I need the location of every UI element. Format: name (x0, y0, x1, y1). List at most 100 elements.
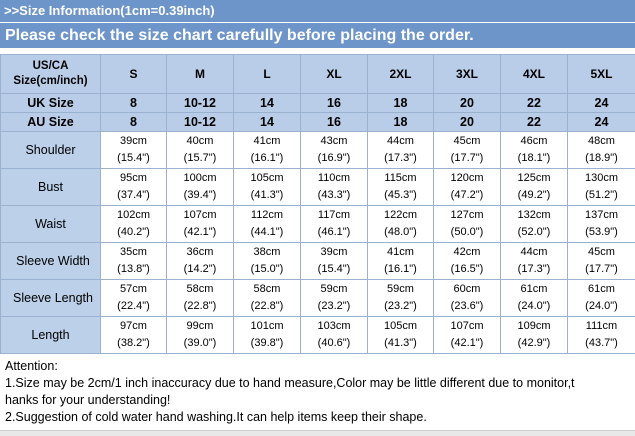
sleeve-width-measurement-cell: 38cm(15.0") (234, 243, 301, 280)
note-line-1: 1.Size may be 2cm/1 inch inaccuracy due … (5, 375, 633, 392)
au-size-value: 22 (501, 113, 568, 132)
sleeve-length-measurement-cell: 61cm(24.0") (568, 280, 635, 317)
size-header-5xl: 5XL (568, 55, 635, 94)
cm-value: 125cm (501, 170, 567, 187)
inch-value: (37.4") (101, 187, 166, 204)
waist-label: Waist (1, 206, 101, 243)
waist-measurement-cell: 107cm(42.1") (167, 206, 234, 243)
sleeve-length-measurement-cell: 58cm(22.8") (234, 280, 301, 317)
inch-value: (50.0") (434, 224, 500, 241)
cm-value: 44cm (368, 133, 433, 150)
uk-size-value: 10-12 (167, 94, 234, 113)
size-information-header: >>Size Information(1cm=0.39inch) (0, 0, 635, 22)
size-header-l: L (234, 55, 301, 94)
au-size-value: 14 (234, 113, 301, 132)
inch-value: (18.1") (501, 150, 567, 167)
cm-value: 132cm (501, 207, 567, 224)
inch-value: (14.2") (167, 261, 233, 278)
length-measurement-cell: 109cm(42.9") (501, 317, 568, 354)
au-size-value: 10-12 (167, 113, 234, 132)
au-size-value: 24 (568, 113, 635, 132)
waist-measurement-cell: 112cm(44.1") (234, 206, 301, 243)
cm-value: 105cm (368, 318, 433, 335)
cm-value: 103cm (301, 318, 367, 335)
cm-value: 39cm (301, 244, 367, 261)
shoulder-measurement-cell: 40cm(15.7") (167, 132, 234, 169)
cm-value: 117cm (301, 207, 367, 224)
inch-value: (16.1") (234, 150, 300, 167)
bust-measurement-cell: 115cm(45.3") (368, 169, 434, 206)
au-size-value: 20 (434, 113, 501, 132)
cm-value: 100cm (167, 170, 233, 187)
sleeve-width-measurement-cell: 42cm(16.5") (434, 243, 501, 280)
au-size-value: 16 (301, 113, 368, 132)
bust-measurement-cell: 110cm(43.3") (301, 169, 368, 206)
inch-value: (48.0") (368, 224, 433, 241)
bottom-divider (0, 430, 635, 436)
sleeve-length-measurement-cell: 57cm(22.4") (101, 280, 167, 317)
inch-value: (22.8") (234, 298, 300, 315)
bust-measurement-cell: 120cm(47.2") (434, 169, 501, 206)
uk-size-value: 14 (234, 94, 301, 113)
cm-value: 43cm (301, 133, 367, 150)
attention-title: Attention: (5, 358, 633, 375)
sleeve-length-measurement-cell: 61cm(24.0") (501, 280, 568, 317)
bust-label: Bust (1, 169, 101, 206)
inch-value: (24.0") (501, 298, 567, 315)
shoulder-measurement-cell: 45cm(17.7") (434, 132, 501, 169)
inch-value: (16.5") (434, 261, 500, 278)
cm-value: 35cm (101, 244, 166, 261)
inch-value: (16.9") (301, 150, 367, 167)
inch-value: (53.9") (568, 224, 635, 241)
inch-value: (17.7") (568, 261, 635, 278)
cm-value: 127cm (434, 207, 500, 224)
cm-value: 102cm (101, 207, 166, 224)
shoulder-measurement-cell: 43cm(16.9") (301, 132, 368, 169)
waist-measurement-cell: 117cm(46.1") (301, 206, 368, 243)
size-header-m: M (167, 55, 234, 94)
size-corner-header: US/CA Size(cm/inch) (1, 55, 101, 94)
inch-value: (17.7") (434, 150, 500, 167)
sleeve-length-measurement-cell: 60cm(23.6") (434, 280, 501, 317)
uk-size-value: 18 (368, 94, 434, 113)
inch-value: (43.3") (301, 187, 367, 204)
cm-value: 130cm (568, 170, 635, 187)
cm-value: 111cm (568, 318, 635, 335)
cm-value: 115cm (368, 170, 433, 187)
cm-value: 122cm (368, 207, 433, 224)
inch-value: (41.3") (368, 335, 433, 352)
size-header-4xl: 4XL (501, 55, 568, 94)
length-measurement-cell: 107cm(42.1") (434, 317, 501, 354)
length-measurement-cell: 105cm(41.3") (368, 317, 434, 354)
sleeve-width-measurement-cell: 36cm(14.2") (167, 243, 234, 280)
sleeve-length-measurement-cell: 59cm(23.2") (301, 280, 368, 317)
cm-value: 36cm (167, 244, 233, 261)
inch-value: (40.2") (101, 224, 166, 241)
inch-value: (24.0") (568, 298, 635, 315)
waist-measurement-cell: 102cm(40.2") (101, 206, 167, 243)
cm-value: 48cm (568, 133, 635, 150)
length-label: Length (1, 317, 101, 354)
cm-value: 46cm (501, 133, 567, 150)
inch-value: (23.2") (368, 298, 433, 315)
cm-value: 59cm (368, 281, 433, 298)
length-measurement-cell: 103cm(40.6") (301, 317, 368, 354)
shoulder-label: Shoulder (1, 132, 101, 169)
inch-value: (15.7") (167, 150, 233, 167)
inch-value: (42.9") (501, 335, 567, 352)
inch-value: (39.4") (167, 187, 233, 204)
cm-value: 41cm (368, 244, 433, 261)
length-measurement-cell: 111cm(43.7") (568, 317, 635, 354)
cm-value: 61cm (568, 281, 635, 298)
cm-value: 107cm (434, 318, 500, 335)
corner-line-2: Size(cm/inch) (13, 75, 87, 87)
